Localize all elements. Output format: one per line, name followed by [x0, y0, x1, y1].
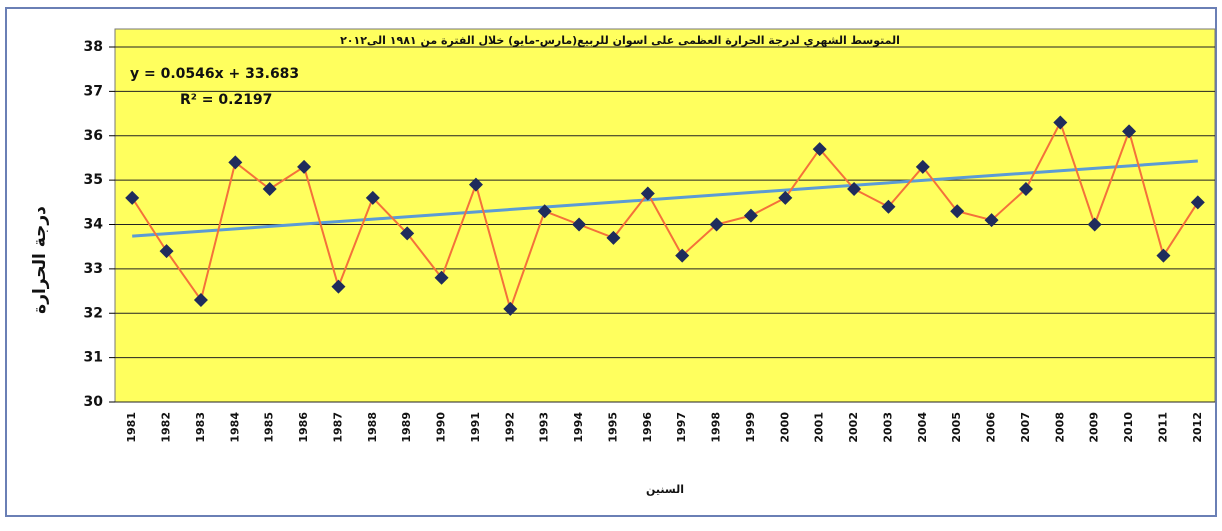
y-tick-label: 37	[84, 83, 103, 99]
x-tick-label: 1981	[125, 412, 138, 443]
data-point	[1018, 182, 1033, 196]
x-tick-label: 1987	[331, 412, 344, 443]
data-point	[709, 217, 724, 232]
data-line	[131, 119, 1199, 313]
x-tick-label: 1982	[160, 412, 173, 443]
x-tick-label: 1993	[538, 412, 551, 443]
data-point	[1087, 217, 1102, 232]
data-point	[331, 279, 346, 294]
x-tick-label: 2006	[985, 412, 998, 443]
x-tick-label: 1983	[194, 412, 207, 443]
data-point	[640, 186, 655, 201]
x-tick-label: 1991	[469, 412, 482, 443]
x-tick-label: 1997	[675, 412, 688, 443]
data-point	[468, 177, 483, 192]
data-point	[881, 199, 896, 214]
x-tick-label: 1994	[572, 412, 585, 443]
x-tick-label: 1988	[366, 412, 379, 443]
data-point	[537, 204, 552, 219]
data-point	[193, 292, 208, 307]
x-tick-label: 2001	[813, 412, 826, 443]
x-tick-label: 1990	[435, 412, 448, 443]
plot-area	[114, 28, 1216, 403]
data-point	[434, 270, 449, 285]
data-point	[675, 248, 690, 263]
data-point	[743, 208, 758, 223]
x-tick-label: 2008	[1053, 412, 1066, 443]
data-point	[503, 301, 518, 316]
x-tick-label: 2011	[1156, 412, 1169, 443]
trend-equation: y = 0.0546x + 33.683	[130, 66, 299, 82]
x-tick-label: 1992	[503, 412, 516, 443]
data-point	[262, 182, 277, 196]
y-tick-label: 31	[84, 350, 103, 366]
data-point	[778, 190, 793, 205]
x-tick-label: 2009	[1088, 412, 1101, 443]
data-point	[297, 159, 312, 174]
data-point	[572, 217, 587, 232]
data-point	[1156, 248, 1171, 263]
y-tick-label: 33	[84, 261, 103, 277]
x-tick-label: 1985	[263, 412, 276, 443]
data-point	[1122, 124, 1137, 139]
x-tick-label: 2003	[881, 412, 894, 443]
y-tick-label: 32	[84, 305, 103, 321]
x-tick-label: 2002	[847, 412, 860, 443]
data-point	[915, 159, 930, 174]
x-tick-label: 1986	[297, 412, 310, 443]
x-tick-label: 2007	[1019, 412, 1032, 443]
x-tick-label: 1998	[710, 412, 723, 443]
x-tick-label: 1984	[228, 412, 241, 443]
x-tick-label: 2010	[1122, 412, 1135, 443]
x-tick-label: 1999	[744, 412, 757, 443]
data-point	[812, 142, 827, 157]
data-point	[365, 190, 380, 205]
x-tick-label: 2000	[778, 412, 791, 443]
data-point	[984, 213, 999, 228]
data-point	[1190, 195, 1205, 210]
data-point	[1053, 115, 1068, 130]
trend-r2: R² = 0.2197	[180, 92, 272, 108]
x-axis-label: السنين	[646, 483, 684, 496]
x-tick-label: 2012	[1191, 412, 1204, 443]
chart-title: المتوسط الشهري لدرجة الحرارة العظمى على …	[340, 34, 900, 47]
y-axis-label: درجة الحرارة	[30, 206, 50, 314]
x-tick-label: 2004	[916, 412, 929, 443]
data-point	[228, 155, 243, 170]
data-point	[400, 226, 415, 241]
y-tick-label: 38	[84, 39, 103, 55]
y-tick-label: 30	[84, 394, 104, 410]
y-tick-label: 34	[84, 217, 104, 233]
x-tick-label: 1996	[641, 412, 654, 443]
data-point	[125, 190, 140, 205]
x-tick-label: 1995	[606, 412, 619, 443]
data-point	[950, 204, 965, 219]
data-point	[847, 182, 862, 196]
data-point	[606, 230, 621, 245]
x-tick-label: 2005	[950, 412, 963, 443]
trendline	[132, 159, 1198, 238]
x-tick-label: 1989	[400, 412, 413, 443]
y-tick-label: 36	[84, 128, 103, 144]
y-tick-label: 35	[84, 172, 103, 188]
data-point	[159, 244, 174, 259]
